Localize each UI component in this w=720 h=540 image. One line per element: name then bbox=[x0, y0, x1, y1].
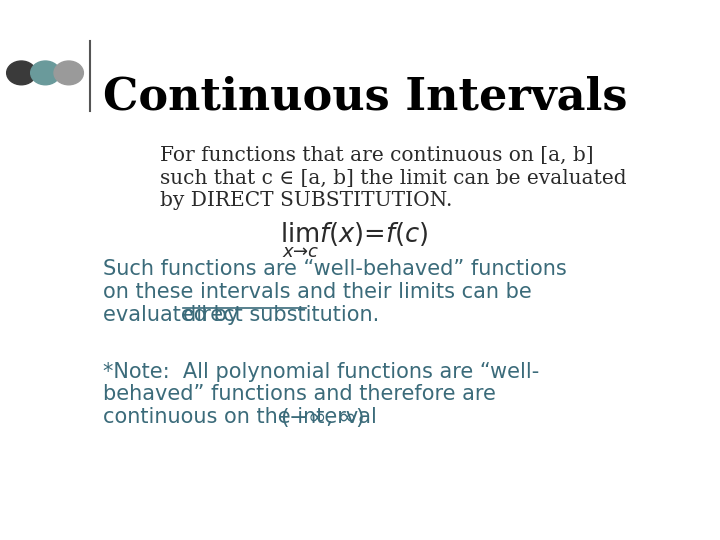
Circle shape bbox=[31, 61, 60, 85]
Text: on these intervals and their limits can be: on these intervals and their limits can … bbox=[104, 282, 532, 302]
Circle shape bbox=[6, 61, 36, 85]
Text: Continuous Intervals: Continuous Intervals bbox=[104, 76, 628, 119]
Text: direct substitution.: direct substitution. bbox=[183, 305, 379, 325]
Text: *Note:  All polynomial functions are “well-: *Note: All polynomial functions are “wel… bbox=[104, 362, 539, 382]
Text: evaluated by: evaluated by bbox=[104, 305, 246, 325]
Text: continuous on the interval: continuous on the interval bbox=[104, 407, 377, 427]
Text: $(-\infty, \infty)$: $(-\infty, \infty)$ bbox=[279, 406, 364, 429]
Text: by DIRECT SUBSTITUTION.: by DIRECT SUBSTITUTION. bbox=[160, 191, 452, 210]
Text: Such functions are “well-behaved” functions: Such functions are “well-behaved” functi… bbox=[104, 259, 567, 279]
Text: behaved” functions and therefore are: behaved” functions and therefore are bbox=[104, 384, 496, 404]
Text: For functions that are continuous on [a, b]: For functions that are continuous on [a,… bbox=[160, 146, 594, 165]
Text: such that c ∈ [a, b] the limit can be evaluated: such that c ∈ [a, b] the limit can be ev… bbox=[160, 168, 626, 187]
Text: $\lim_{x \to c} f(x) = f(c)$: $\lim_{x \to c} f(x) = f(c)$ bbox=[280, 220, 428, 260]
Circle shape bbox=[54, 61, 84, 85]
